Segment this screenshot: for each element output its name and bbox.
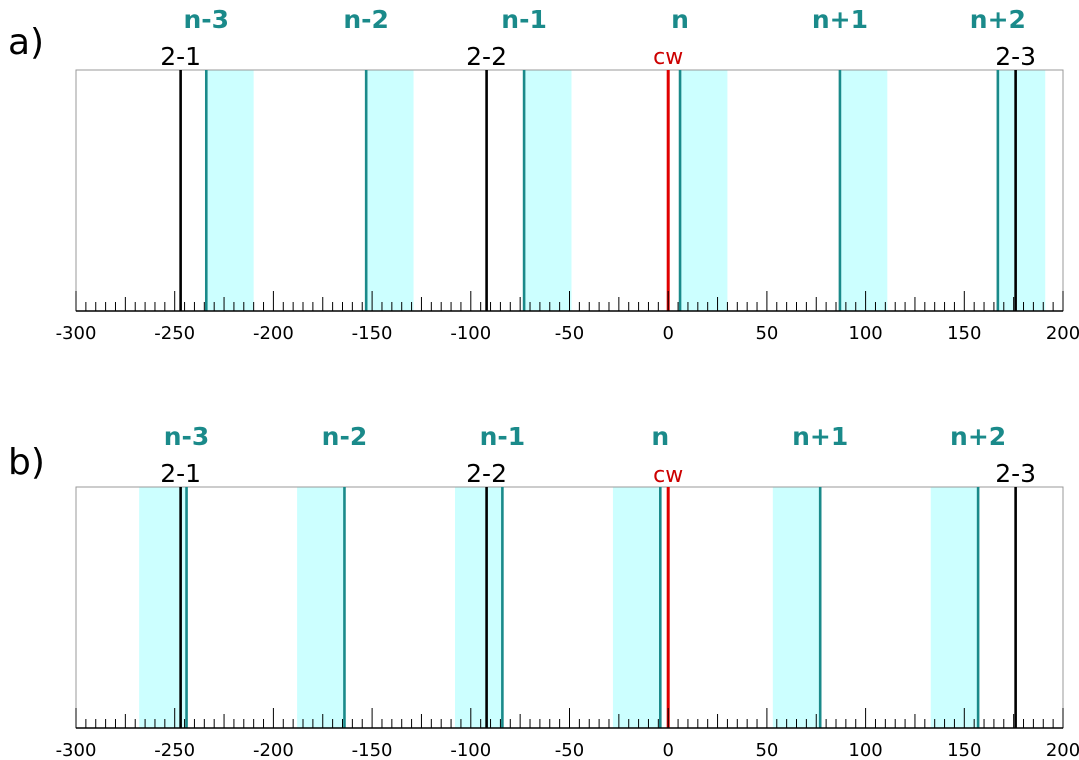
mode-label: n [651, 422, 669, 451]
mode-label: n+2 [970, 5, 1026, 34]
mode-band [680, 70, 728, 311]
mode-label: n [671, 5, 689, 34]
mode-label: n-3 [183, 5, 229, 34]
plot-frame [75, 486, 1064, 729]
panel-label: a) [8, 22, 44, 63]
x-tick-label: -200 [253, 323, 294, 344]
mode-label: n+1 [812, 5, 868, 34]
mode-band [206, 70, 254, 311]
x-tick-label: 0 [662, 740, 673, 760]
cw-label: cw [653, 463, 683, 488]
hyperfine-label: 2-3 [995, 42, 1036, 71]
x-tick-label: -150 [352, 323, 393, 344]
mode-label: n-1 [501, 5, 547, 34]
mode-band [366, 70, 414, 311]
mode-label: n-2 [322, 422, 368, 451]
mode-band [455, 487, 503, 728]
mode-label: n-2 [343, 5, 389, 34]
x-tick-label: -250 [154, 323, 195, 344]
mode-label: n-3 [164, 422, 210, 451]
x-tick-label: -200 [253, 740, 294, 760]
mode-band [297, 487, 345, 728]
cw-label: cw [653, 45, 683, 70]
hyperfine-label: 2-2 [466, 42, 507, 71]
x-tick-label: 200 [1046, 740, 1079, 760]
mode-label: n-1 [480, 422, 526, 451]
mode-band [772, 487, 821, 728]
x-tick-label: 200 [1046, 323, 1079, 344]
x-tick-label: -150 [352, 740, 393, 760]
mode-label: n+1 [792, 422, 848, 451]
x-tick-label: -300 [56, 323, 97, 344]
x-tick-label: 150 [947, 323, 981, 344]
x-tick-label: 50 [755, 740, 778, 760]
x-tick-label: -50 [555, 323, 584, 344]
hyperfine-label: 2-3 [995, 459, 1036, 488]
x-tick-label: 150 [947, 740, 981, 760]
mode-band [839, 70, 888, 311]
mode-band [139, 487, 187, 728]
mode-band [930, 487, 979, 728]
x-tick-label: -100 [450, 740, 491, 760]
hyperfine-label: 2-1 [160, 459, 201, 488]
mode-band [997, 70, 1046, 311]
mode-band [612, 487, 661, 728]
panel-label: b) [8, 442, 45, 483]
hyperfine-label: 2-2 [466, 459, 507, 488]
mode-band [524, 70, 572, 311]
x-tick-label: 50 [755, 323, 778, 344]
x-tick-label: 100 [848, 323, 882, 344]
mode-label: n+2 [950, 422, 1006, 451]
x-tick-label: -50 [555, 740, 584, 760]
x-tick-label: -250 [154, 740, 195, 760]
x-tick-label: 100 [848, 740, 882, 760]
x-tick-label: -300 [56, 740, 97, 760]
x-tick-label: 0 [662, 323, 673, 344]
hyperfine-label: 2-1 [160, 42, 201, 71]
x-tick-label: -100 [450, 323, 491, 344]
